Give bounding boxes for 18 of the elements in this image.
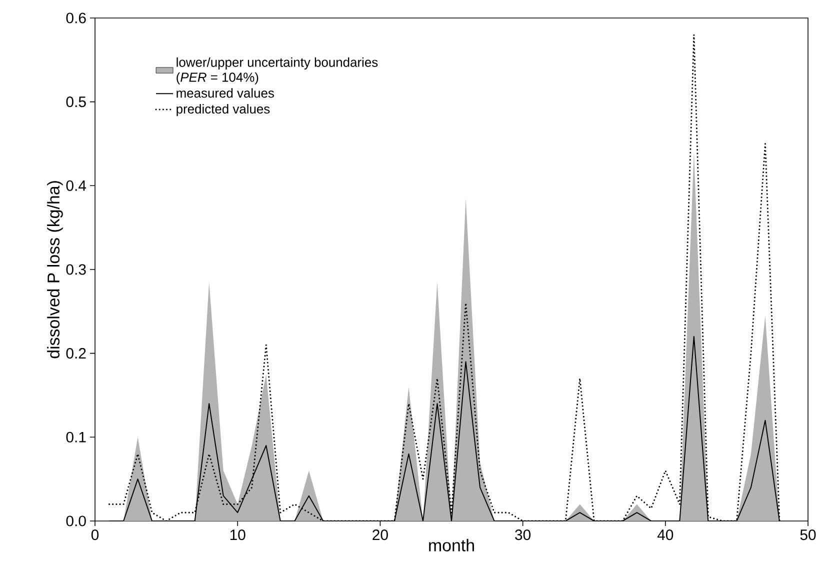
- legend-label: predicted values: [176, 104, 270, 116]
- x-axis-title: month: [429, 538, 474, 552]
- y-tick-label: 0.6: [66, 12, 86, 24]
- x-tick-label: 40: [657, 530, 674, 540]
- x-tick-label: 10: [230, 530, 246, 540]
- y-tick-label: 0.2: [66, 348, 86, 359]
- legend-label: measured values: [176, 88, 274, 98]
- y-tick-label: 0.1: [66, 432, 86, 442]
- x-tick-label: 20: [372, 530, 388, 540]
- y-tick-label: 0.3: [66, 264, 86, 275]
- y-tick-label: 0.5: [66, 96, 86, 108]
- x-tick-label: 50: [800, 530, 816, 540]
- y-tick-label: 0.4: [66, 180, 86, 191]
- x-tick-label: 30: [515, 530, 531, 540]
- y-axis-title: dissolved P loss (kg/ha): [47, 181, 63, 358]
- y-tick-label: 0.0: [66, 516, 86, 526]
- legend-label: lower/upper uncertainty boundaries (PER = 104%): [176, 57, 378, 84]
- x-tick-label: 0: [91, 530, 99, 540]
